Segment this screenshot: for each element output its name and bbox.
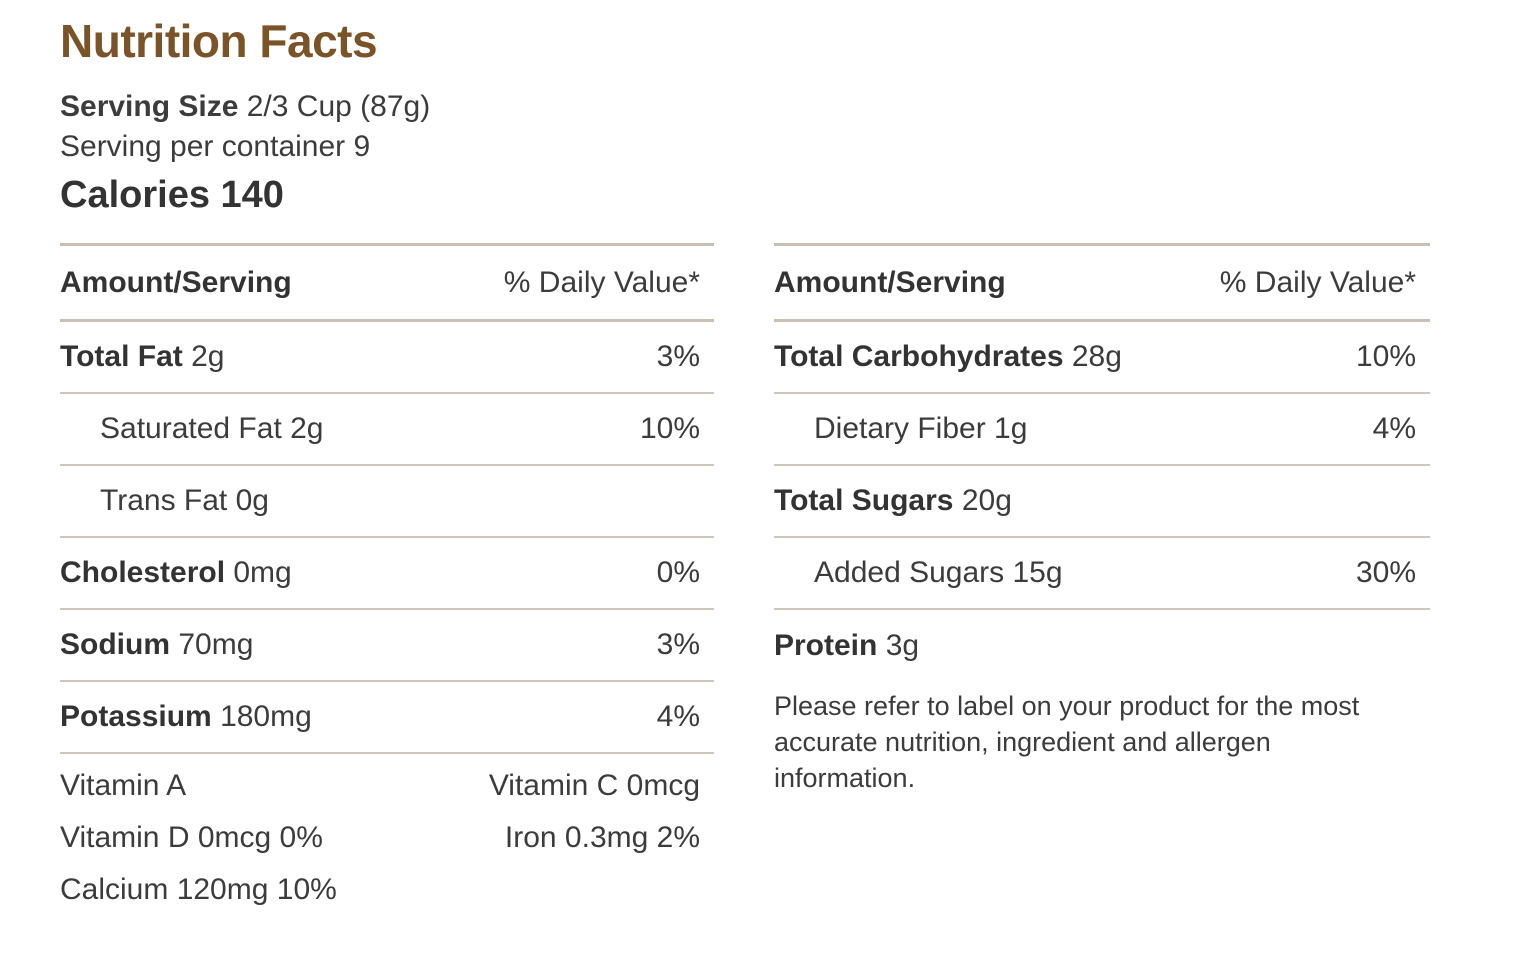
nutrient-amount: 70mg	[178, 628, 254, 661]
nutrient-label: Total Carbohydrates 28g	[774, 340, 1122, 374]
vitamin-c: Vitamin C 0mcg	[488, 769, 700, 802]
vitamin-row: Vitamin D 0mcg 0% Iron 0.3mg 2%	[60, 812, 714, 864]
nutrient-name: Potassium	[60, 700, 212, 733]
nutrient-label: Total Fat 2g	[60, 340, 225, 374]
daily-value-header: % Daily Value*	[1219, 265, 1416, 299]
nutrient-name: Sodium	[60, 628, 170, 661]
nutrient-label: Protein 3g	[774, 629, 919, 663]
calories: Calories 140	[60, 174, 284, 216]
nutrient-dv: 4%	[656, 700, 700, 733]
nutrient-label: Sodium 70mg	[60, 628, 253, 662]
iron: Iron 0.3mg 2%	[504, 821, 700, 854]
nutrient-row-saturated-fat: Saturated Fat 2g 10%	[60, 394, 714, 466]
calcium: Calcium 120mg 10%	[60, 873, 337, 906]
nutrient-name: Cholesterol	[60, 556, 226, 589]
nutrient-row-protein: Protein 3g	[774, 610, 1430, 682]
nutrient-row-total-carbohydrates: Total Carbohydrates 28g 10%	[774, 322, 1430, 394]
table-header: Amount/Serving % Daily Value*	[774, 246, 1430, 322]
nutrient-label: Total Sugars 20g	[774, 484, 1012, 518]
serving-size: Serving Size 2/3 Cup (87g)	[60, 90, 430, 124]
nutrient-label: Dietary Fiber 1g	[814, 412, 1028, 445]
nutrient-dv: 4%	[1372, 412, 1416, 445]
nutrient-row-added-sugars: Added Sugars 15g 30%	[774, 538, 1430, 610]
nutrient-name: Total Fat	[60, 340, 183, 373]
amount-serving-header: Amount/Serving	[774, 265, 1006, 299]
nutrient-amount: 20g	[961, 484, 1012, 517]
nutrient-row-potassium: Potassium 180mg 4%	[60, 682, 714, 754]
nutrient-row-total-sugars: Total Sugars 20g	[774, 466, 1430, 538]
nutrient-dv: 10%	[639, 412, 700, 445]
nutrient-amount: 180mg	[220, 700, 312, 733]
servings-per-container: Serving per container 9	[60, 130, 371, 163]
nutrient-row-cholesterol: Cholesterol 0mg 0%	[60, 538, 714, 610]
nutrient-dv: 3%	[656, 628, 700, 661]
table-top-rule	[774, 243, 1430, 246]
nutrient-amount: 0mg	[233, 556, 292, 589]
nutrient-label: Added Sugars 15g	[814, 556, 1063, 589]
nutrient-name: Total Carbohydrates	[774, 340, 1064, 373]
vitamin-a: Vitamin A	[60, 769, 187, 802]
daily-value-header: % Daily Value*	[503, 265, 700, 299]
table-top-rule	[60, 243, 714, 246]
serving-size-value: 2/3 Cup (87g)	[246, 90, 431, 123]
left-nutrition-table: Amount/Serving % Daily Value* Total Fat …	[60, 243, 714, 916]
vitamin-row: Vitamin A Vitamin C 0mcg	[60, 760, 714, 812]
nutrient-dv: 0%	[656, 556, 700, 589]
nutrient-row-dietary-fiber: Dietary Fiber 1g 4%	[774, 394, 1430, 466]
nutrition-title: Nutrition Facts	[60, 15, 378, 67]
table-header: Amount/Serving % Daily Value*	[60, 246, 714, 322]
amount-serving-header: Amount/Serving	[60, 265, 292, 299]
nutrient-amount: 2g	[191, 340, 225, 373]
serving-size-label: Serving Size	[60, 90, 239, 123]
nutrient-amount: 3g	[885, 629, 920, 662]
nutrient-row-sodium: Sodium 70mg 3%	[60, 610, 714, 682]
vitamin-row: Calcium 120mg 10%	[60, 864, 714, 916]
nutrient-dv: 30%	[1355, 556, 1416, 589]
nutrient-row-trans-fat: Trans Fat 0g	[60, 466, 714, 538]
label-disclaimer: Please refer to label on your product fo…	[774, 691, 1360, 793]
right-nutrition-table: Amount/Serving % Daily Value* Total Carb…	[774, 243, 1430, 682]
nutrient-label: Trans Fat 0g	[100, 484, 269, 517]
nutrient-name: Total Sugars	[774, 484, 954, 517]
nutrient-label: Saturated Fat 2g	[100, 412, 324, 445]
nutrient-dv: 3%	[656, 340, 700, 373]
nutrient-name: Protein	[774, 629, 878, 662]
nutrient-dv: 10%	[1355, 340, 1416, 373]
nutrient-amount: 28g	[1071, 340, 1122, 373]
nutrient-label: Potassium 180mg	[60, 700, 312, 734]
nutrient-row-total-fat: Total Fat 2g 3%	[60, 322, 714, 394]
vitamin-d: Vitamin D 0mcg 0%	[60, 821, 323, 854]
nutrient-label: Cholesterol 0mg	[60, 556, 292, 590]
